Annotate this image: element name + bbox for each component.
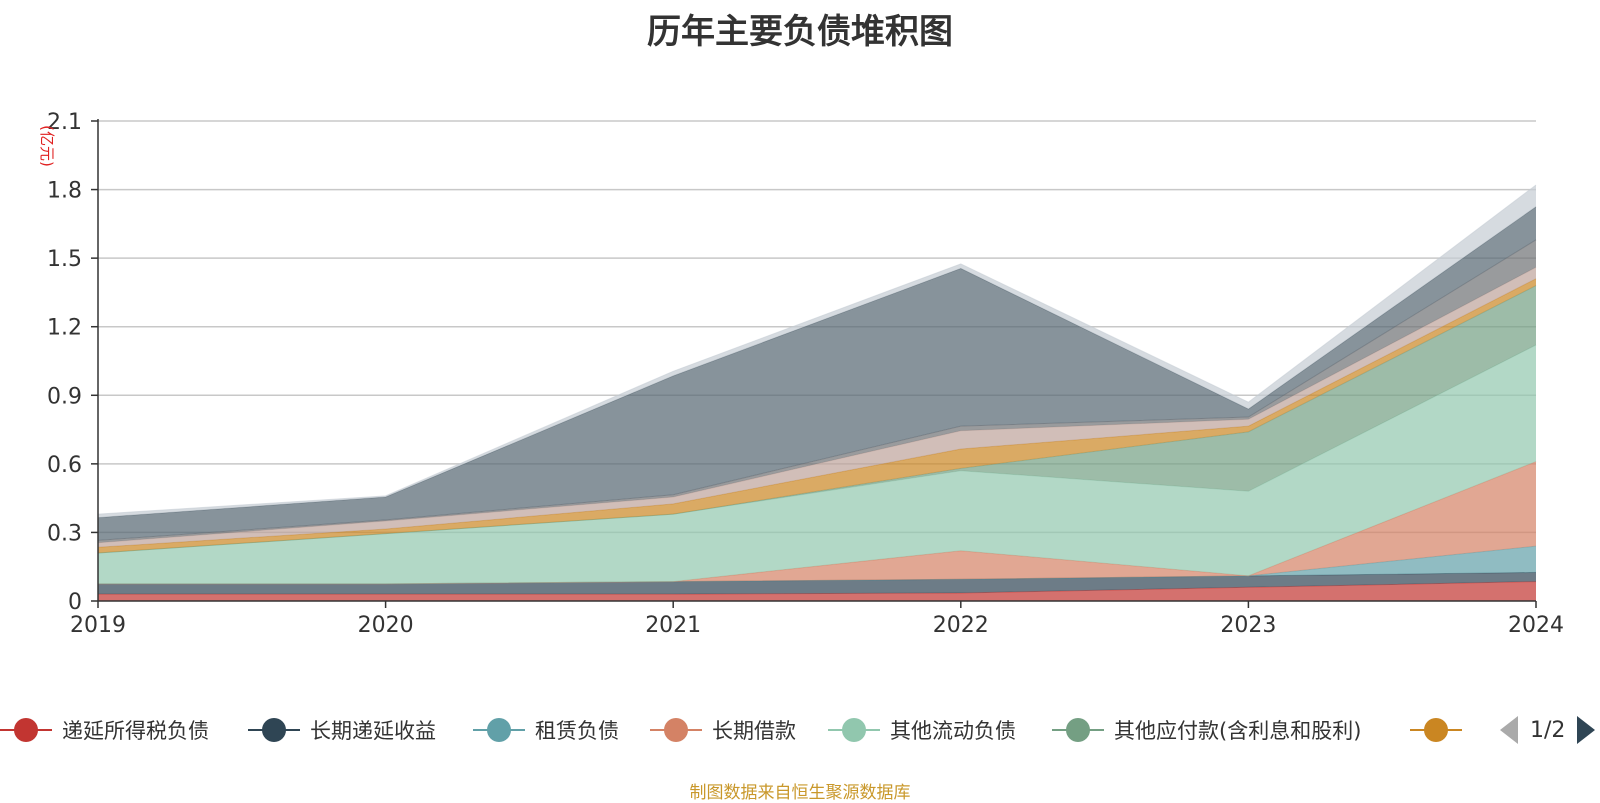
axes: 0 0.3 0.6 0.9 1.2 1.5 1.8 2.1 2019 2020 2021 2022 20… <box>38 110 1564 638</box>
legend-swatch-icon <box>828 718 880 742</box>
series-area <box>98 345 1536 584</box>
y-tick-label: 0.9 <box>47 384 82 409</box>
legend-label: 长期递延收益 <box>310 719 436 743</box>
legend-swatch-icon <box>248 718 300 742</box>
series-line <box>97 184 1537 515</box>
series-area <box>98 581 1536 601</box>
legend: 递延所得税负债 长期递延收益 租赁负债 长期借款 其他流动负债 其他应付款(含利息和股利)… <box>0 710 1600 750</box>
x-tick-label: 2024 <box>1508 613 1564 638</box>
series-area <box>98 572 1536 595</box>
legend-item[interactable]: 长期借款 <box>650 710 796 750</box>
legend-page-indicator: 1/2 <box>1530 717 1566 743</box>
legend-swatch-icon <box>1052 718 1104 742</box>
legend-item[interactable]: 租赁负债 <box>473 710 619 750</box>
y-tick-label: 2.1 <box>47 110 82 135</box>
legend-swatch-icon <box>650 718 702 742</box>
legend-item[interactable]: 其他应付款(含利息和股利) <box>1052 710 1361 750</box>
chart-title: 历年主要负债堆积图 <box>647 12 953 52</box>
legend-pager: 1/2 <box>1500 710 1596 750</box>
x-tick-label: 2021 <box>645 613 701 638</box>
legend-item[interactable]: 长期递延收益 <box>248 710 436 750</box>
y-tick-label: 0 <box>68 590 82 615</box>
legend-label: 租赁负债 <box>535 719 619 743</box>
legend-item[interactable]: 递延所得税负债 <box>0 710 209 750</box>
y-tick-label: 0.3 <box>47 521 82 546</box>
y-tick-label: 1.5 <box>47 247 82 272</box>
x-tick-label: 2023 <box>1220 613 1276 638</box>
legend-label: 其他流动负债 <box>890 719 1016 743</box>
legend-items: 递延所得税负债 长期递延收益 租赁负债 长期借款 其他流动负债 其他应付款(含利息和股利)… <box>0 710 1462 750</box>
x-tick-label: 2019 <box>70 613 126 638</box>
chart-plot: 0 0.3 0.6 0.9 1.2 1.5 1.8 2.1 2019 2020 2021 2022 20… <box>38 110 1564 638</box>
source-note: 制图数据来自恒生聚源数据库 <box>689 783 911 803</box>
legend-swatch-icon <box>1410 718 1462 742</box>
legend-item[interactable]: 应交税费 <box>1410 710 1462 750</box>
stacked-areas <box>97 184 1537 601</box>
x-tick-label: 2022 <box>933 613 989 638</box>
legend-label: 其他应付款(含利息和股利) <box>1114 719 1362 743</box>
y-tick-label: 1.8 <box>47 179 82 204</box>
legend-swatch-icon <box>473 718 525 742</box>
y-axis-label: (亿元) <box>38 125 56 167</box>
legend-swatch-icon <box>0 718 52 742</box>
legend-label: 递延所得税负债 <box>62 719 209 743</box>
x-tick-label: 2020 <box>358 613 414 638</box>
y-tick-label: 0.6 <box>47 453 82 478</box>
legend-next-page-icon[interactable] <box>1577 716 1596 744</box>
y-tick-label: 1.2 <box>47 316 82 341</box>
legend-prev-page-icon[interactable] <box>1500 716 1518 744</box>
series-line <box>98 581 1537 595</box>
series-area <box>98 206 1536 541</box>
legend-item[interactable]: 其他流动负债 <box>828 710 1016 750</box>
legend-label: 长期借款 <box>712 719 796 743</box>
